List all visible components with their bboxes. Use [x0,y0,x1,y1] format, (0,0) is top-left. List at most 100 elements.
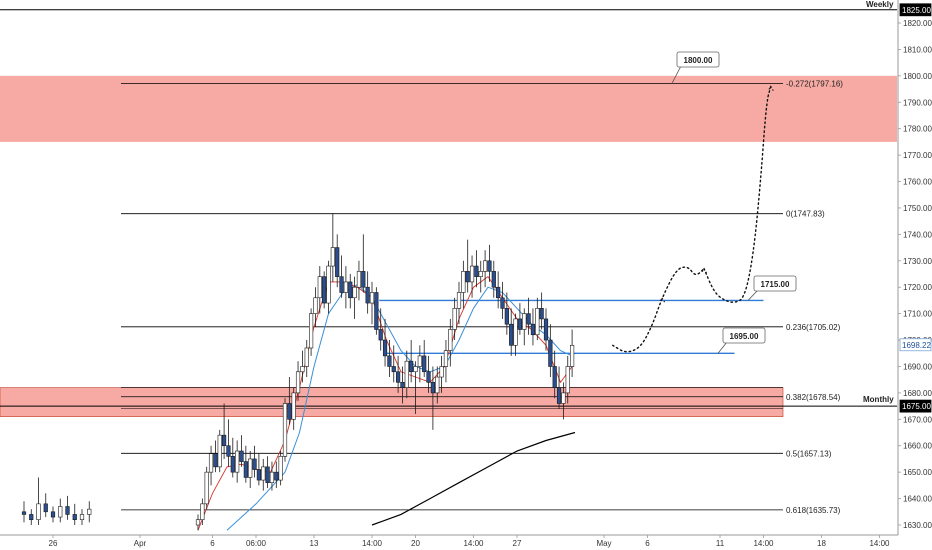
candle-body [561,392,566,404]
candle-body [452,308,457,330]
candle-body [504,308,509,325]
y-tick-label: 1660.00 [903,442,932,451]
candle-body [343,281,349,293]
y-axis-bg [898,0,932,550]
x-tick-label: 06:00 [246,539,267,548]
lower-support-zone [0,387,784,417]
fib-layer: -0.272(1797.16) 0(1747.83) 0.236(1705.02) 0… [121,79,843,515]
x-tick-label: 20 [411,539,420,548]
candle [569,329,575,378]
candle-body [509,323,514,346]
candle [496,271,501,309]
candle-body [530,323,536,336]
candle-body [29,514,34,521]
fib-label: 0.382(1678.54) [786,393,841,402]
candle-body [300,366,305,373]
monthly-label: Monthly [863,395,894,404]
candle-body [304,347,309,367]
callout-text: 1695.00 [730,332,759,341]
candle-body [448,329,453,351]
candle-body [248,458,253,478]
candle-body [274,471,279,481]
candle [195,514,201,531]
candle [326,260,331,314]
candle-body [426,371,431,383]
candle [217,429,222,473]
callout-text: 1715.00 [761,280,790,289]
candle-body [369,292,375,304]
candle-body [374,292,379,330]
candle [36,477,41,525]
projection-layer [612,85,774,353]
candle-body [239,450,244,462]
candle [72,503,77,525]
candle [513,313,518,356]
candle-body [204,471,209,505]
candle-body [439,366,444,378]
candle-body [21,511,27,515]
candle [400,366,405,404]
badge-bg [899,3,932,17]
candle [413,361,418,415]
callout-pointer [747,289,759,301]
candle [352,276,357,319]
candle-body [496,286,501,299]
candle-body [291,392,296,420]
candle [526,297,531,335]
y-tick-label: 1730.00 [903,257,932,266]
candle-body [330,247,335,267]
x-tick-label: 27 [513,539,522,548]
candles-layer [21,213,575,531]
x-tick-label: 26 [49,539,58,548]
candle-body [430,382,436,394]
sma-long-line [371,431,576,526]
candle [517,303,522,335]
candle [565,355,570,404]
candle [226,419,231,467]
candle [535,297,540,341]
current-price-badge: 1698.22 [899,338,932,352]
candle [552,350,557,399]
candle-body [435,376,440,394]
candle [230,437,235,478]
candle [282,398,288,462]
fib-label: 0.618(1635.73) [786,506,841,515]
candle [539,292,544,330]
fib-label: 0(1747.83) [786,210,825,219]
callout-box [722,327,766,344]
candle [417,345,422,383]
candle [448,318,453,367]
candle [322,271,327,309]
candle-body [487,260,492,272]
candle [395,355,401,393]
candle [291,387,296,430]
callout-1800-00: 1800.00 [671,51,720,84]
candle [361,234,366,293]
candle [443,340,449,383]
weekly-label: Weekly [866,0,894,9]
candle [65,495,70,520]
candle [21,501,27,523]
candle-body [58,506,63,518]
badge-bg [899,338,932,352]
candle [548,324,553,378]
candle-body [217,434,222,468]
candle-body [469,265,475,283]
candle [50,506,56,523]
projection-arrow-left [658,296,666,303]
badge-text: 1825.00 [902,6,931,15]
x-tick-label: 14:00 [869,539,890,548]
x-axis-bg [0,535,932,550]
candle-body [208,453,214,473]
candle [335,234,340,288]
candle-body [348,281,353,299]
candle-body [482,260,488,272]
candle [474,250,479,288]
projection-path-2 [703,85,772,303]
y-tick-label: 1770.00 [903,151,932,160]
x-tick-label: 6 [210,539,215,548]
candle [58,498,63,523]
projection-path-1 [612,266,705,353]
candle-body [265,466,270,484]
